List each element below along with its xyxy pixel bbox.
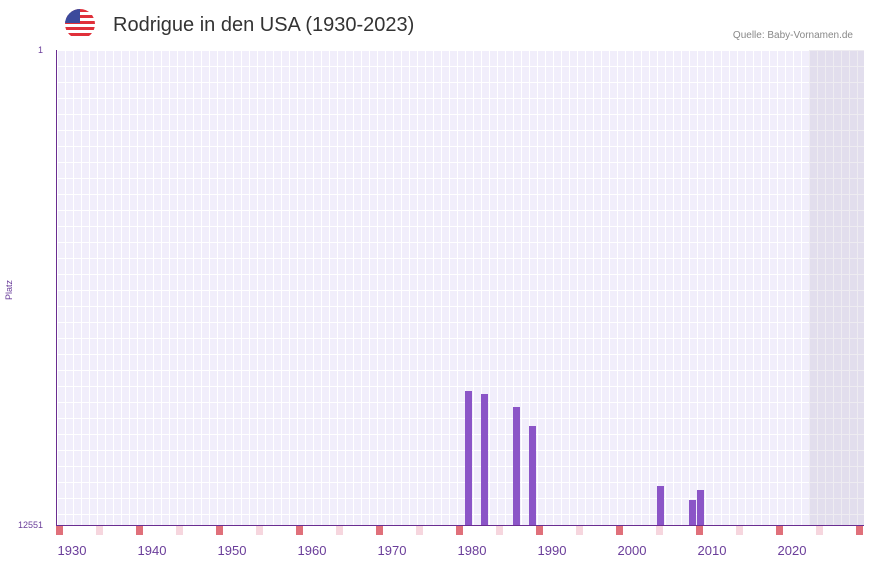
- x-tick-label: 1940: [137, 543, 167, 558]
- x-tick-label: 2000: [617, 543, 647, 558]
- source-label: Quelle: Baby-Vornamen.de: [732, 30, 853, 41]
- bar-2003: [657, 485, 664, 525]
- bar-1987: [529, 426, 536, 525]
- year-marker: [336, 526, 343, 535]
- year-marker: [456, 526, 463, 535]
- year-marker: [56, 526, 63, 535]
- bar-1981: [481, 394, 488, 525]
- year-marker: [736, 526, 743, 535]
- x-tick-label: 2020: [777, 543, 807, 558]
- bar-1985: [513, 406, 520, 525]
- year-marker: [256, 526, 263, 535]
- x-tick-label: 1950: [217, 543, 247, 558]
- year-marker: [656, 526, 663, 535]
- y-axis-label: Platz: [4, 279, 14, 300]
- year-marker: [576, 526, 583, 535]
- year-marker: [616, 526, 623, 535]
- future-shade: [809, 50, 864, 525]
- x-tick-label: 1960: [297, 543, 327, 558]
- year-marker: [496, 526, 503, 535]
- y-tick-bottom: 12551: [18, 520, 44, 530]
- year-marker: [856, 526, 863, 535]
- year-marker: [176, 526, 183, 535]
- year-marker: [696, 526, 703, 535]
- year-marker: [376, 526, 383, 535]
- us-flag-icon: [65, 9, 95, 39]
- bar-1979: [465, 390, 472, 525]
- year-marker: [816, 526, 823, 535]
- x-tick-label: 1930: [57, 543, 87, 558]
- x-tick-label: 1970: [377, 543, 407, 558]
- year-marker: [216, 526, 223, 535]
- x-tick-label: 1990: [537, 543, 567, 558]
- year-marker: [536, 526, 543, 535]
- x-tick-label: 1980: [457, 543, 487, 558]
- page-title: Rodrigue in den USA (1930-2023): [113, 14, 415, 36]
- year-marker: [776, 526, 783, 535]
- bar-2007: [689, 499, 696, 525]
- year-marker: [136, 526, 143, 535]
- year-marker: [96, 526, 103, 535]
- year-marker: [296, 526, 303, 535]
- bar-2008: [697, 489, 704, 525]
- y-tick-top: 1: [38, 45, 44, 55]
- x-tick-label: 2010: [697, 543, 727, 558]
- year-marker: [416, 526, 423, 535]
- chart-plot-area: [56, 50, 864, 526]
